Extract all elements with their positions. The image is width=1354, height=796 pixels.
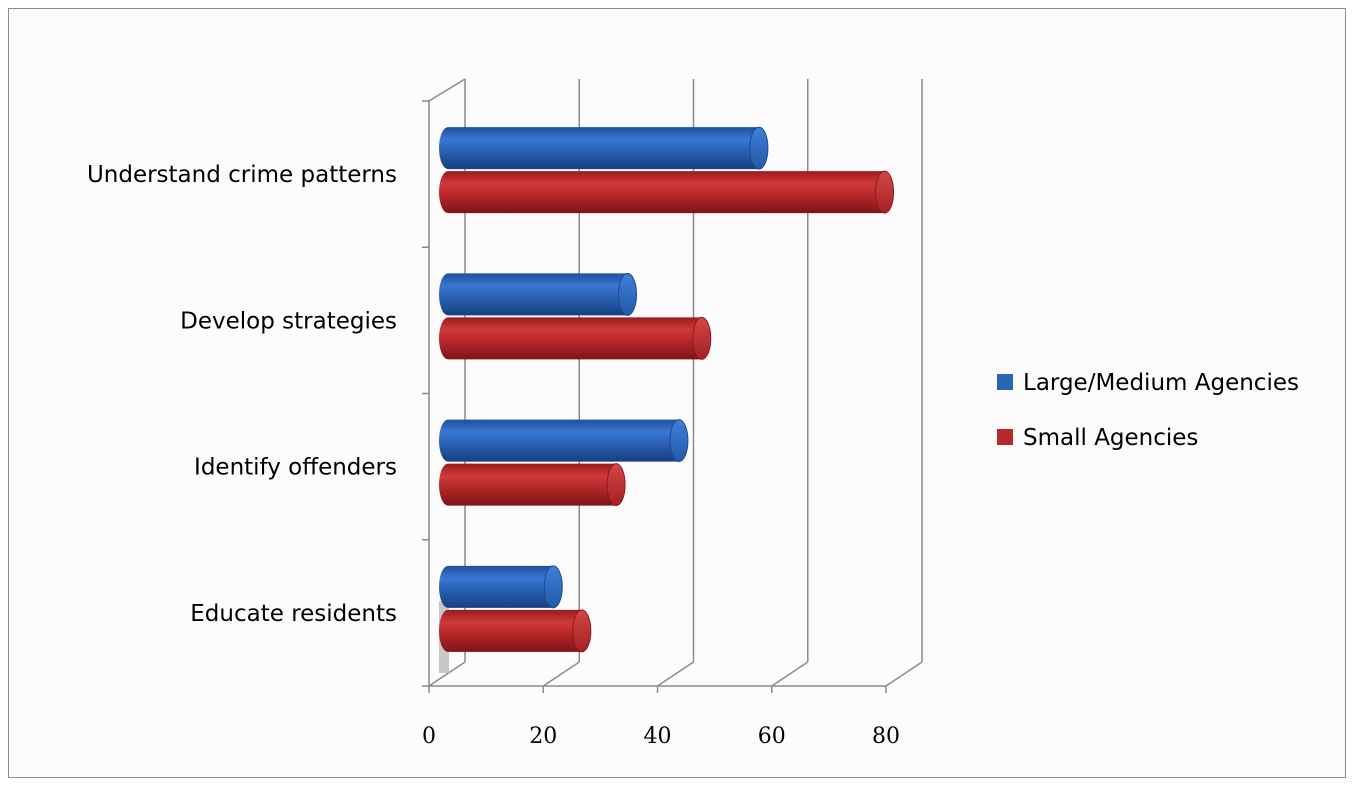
category-label: Identify offenders <box>194 455 397 481</box>
x-tick-label: 20 <box>529 724 557 749</box>
bar-large-medium <box>439 419 688 462</box>
bar-small <box>439 171 894 214</box>
bar-cap <box>618 272 638 316</box>
x-tick-label: 0 <box>422 724 436 749</box>
floor-gridline <box>542 661 580 687</box>
x-tick-label: 40 <box>644 724 672 749</box>
legend-label: Large/Medium Agencies <box>1023 370 1299 396</box>
floor-gridline <box>657 661 694 687</box>
bar-small <box>439 317 711 360</box>
floor-gridline <box>771 661 809 687</box>
bar-large-medium <box>439 273 637 316</box>
bar-cap <box>692 316 712 360</box>
legend-swatch <box>997 429 1013 445</box>
category-label: Educate residents <box>190 601 397 627</box>
bar-small <box>439 609 591 652</box>
x-tick-label: 60 <box>758 724 786 749</box>
bar-cap <box>606 463 626 507</box>
bar-large-medium <box>439 565 563 608</box>
legend-swatch <box>997 374 1013 390</box>
wall-edge <box>428 78 466 102</box>
bar-cap <box>669 419 689 463</box>
chart-frame: 0 20 40 60 80 Understand crime patterns Develo… <box>8 8 1346 778</box>
bar-cap <box>749 126 769 170</box>
category-label: Develop strategies <box>180 308 397 334</box>
bar-large-medium <box>439 127 768 170</box>
legend: Large/Medium Agencies Small Agencies <box>997 370 1299 451</box>
floor-gridline <box>885 661 923 687</box>
bars <box>439 126 895 653</box>
floor-gridline <box>428 661 466 687</box>
bar-small <box>439 463 626 506</box>
bar-cap <box>543 565 563 609</box>
x-tick-label: 80 <box>872 724 900 749</box>
labels: 0 20 40 60 80 Understand crime patterns Develo… <box>87 162 900 749</box>
bar-cap <box>572 609 592 653</box>
bar-chart: 0 20 40 60 80 Understand crime patterns Develo… <box>87 78 1299 749</box>
bar-cap <box>875 170 895 214</box>
category-label: Understand crime patterns <box>87 162 397 188</box>
legend-label: Small Agencies <box>1023 425 1198 451</box>
